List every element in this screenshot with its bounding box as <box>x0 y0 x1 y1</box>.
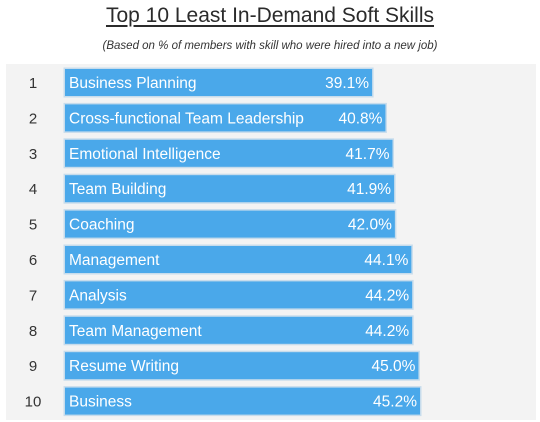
rank-label: 7 <box>29 287 37 304</box>
bar <box>65 175 395 203</box>
chart-subtitle: (Based on % of members with skill who we… <box>102 40 438 52</box>
bar <box>65 316 413 344</box>
bar <box>65 387 420 415</box>
bar <box>65 69 373 96</box>
chart-title: Top 10 Least In-Demand Soft Skills <box>105 4 434 27</box>
bar-value-label: 39.1% <box>325 75 369 92</box>
bar <box>65 352 419 380</box>
bar-value-label: 41.7% <box>346 146 390 163</box>
bar <box>65 104 386 132</box>
rank-label: 10 <box>25 394 42 411</box>
bar-category-label: Management <box>69 252 160 269</box>
rank-label: 5 <box>29 217 37 234</box>
rank-label: 4 <box>29 181 37 198</box>
bar-category-label: Analysis <box>69 287 127 304</box>
rank-label: 6 <box>29 252 37 269</box>
rank-label: 1 <box>29 75 37 92</box>
bar-category-label: Cross-functional Team Leadership <box>69 110 304 127</box>
bar-value-label: 44.2% <box>365 287 409 304</box>
bar-value-label: 44.2% <box>365 323 409 340</box>
bar-category-label: Business <box>69 394 132 411</box>
bar-value-label: 45.2% <box>373 394 417 411</box>
bar-value-label: 42.0% <box>348 217 392 234</box>
bar-value-label: 44.1% <box>364 252 408 269</box>
bar-category-label: Business Planning <box>69 75 197 92</box>
bar-category-label: Resume Writing <box>69 358 179 375</box>
bar-category-label: Emotional Intelligence <box>69 146 221 163</box>
rank-label: 3 <box>29 146 37 163</box>
bar <box>65 139 393 167</box>
bar <box>65 210 395 238</box>
rank-label: 2 <box>29 110 37 127</box>
bar <box>65 246 412 273</box>
rank-label: 8 <box>29 323 37 340</box>
bar-category-label: Team Management <box>69 323 202 340</box>
bar-category-label: Team Building <box>69 181 166 198</box>
rank-label: 9 <box>29 358 37 375</box>
bar-value-label: 41.9% <box>347 181 391 198</box>
bar <box>65 281 413 309</box>
bar-value-label: 40.8% <box>338 110 382 127</box>
bar-category-label: Coaching <box>69 217 135 234</box>
bar-value-label: 45.0% <box>371 358 415 375</box>
